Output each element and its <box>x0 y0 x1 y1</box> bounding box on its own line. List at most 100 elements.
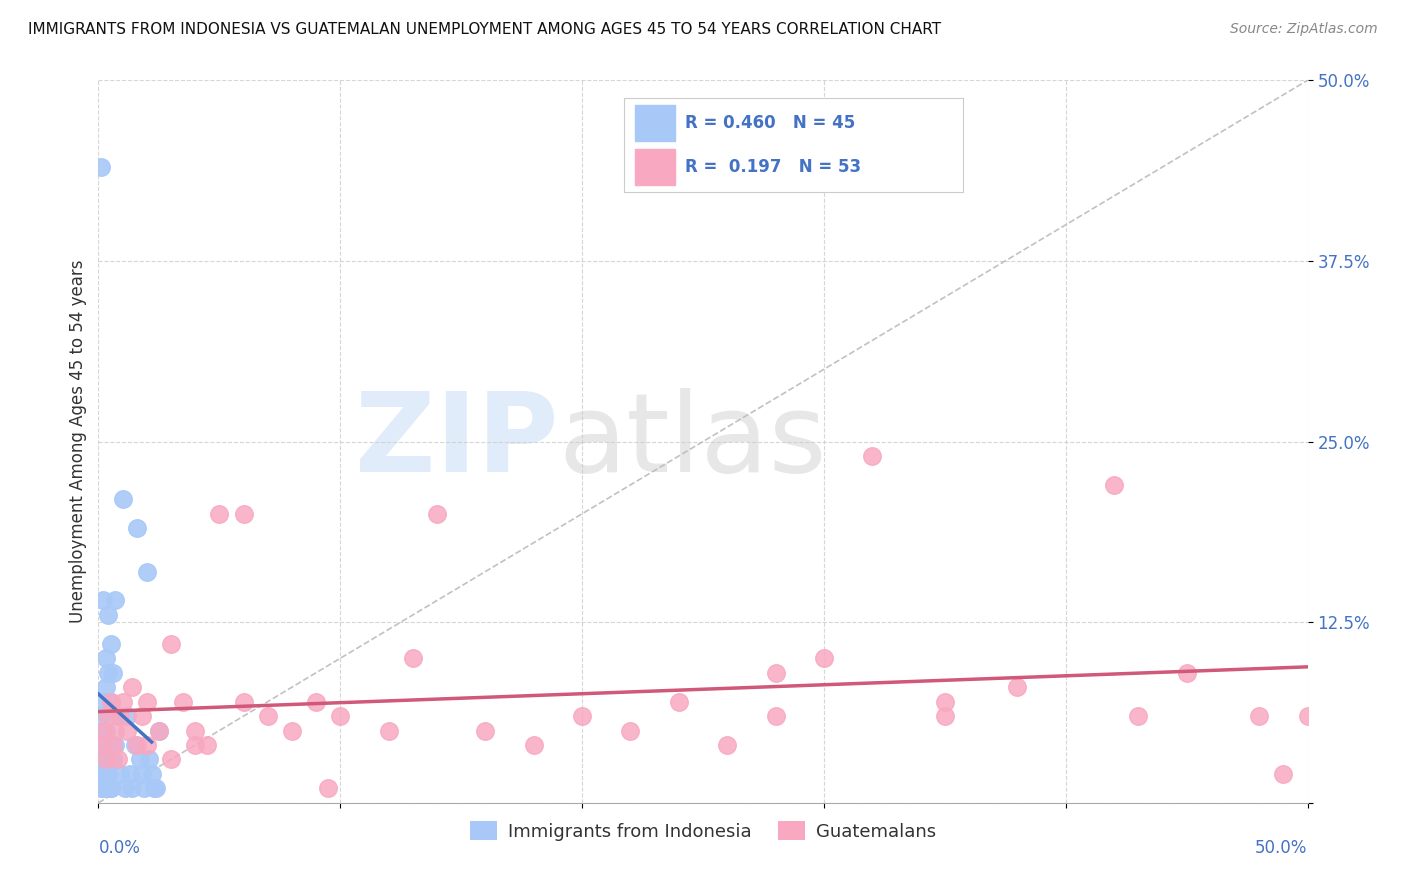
Point <box>619 723 641 738</box>
Point <box>1249 709 1271 723</box>
Point <box>94 781 117 796</box>
Point <box>172 695 194 709</box>
Point <box>148 723 170 738</box>
Point <box>94 752 117 766</box>
Point <box>117 709 139 723</box>
Point <box>114 781 136 796</box>
Point <box>97 607 120 622</box>
Point <box>131 767 153 781</box>
Point <box>1175 665 1198 680</box>
Point <box>232 507 254 521</box>
Point <box>100 781 122 796</box>
Point <box>716 738 738 752</box>
Point <box>91 723 114 738</box>
Point <box>813 651 835 665</box>
Point <box>160 637 183 651</box>
Point <box>91 695 114 709</box>
Text: 50.0%: 50.0% <box>1256 838 1308 857</box>
Point <box>148 723 170 738</box>
Point <box>91 781 114 796</box>
Point <box>934 695 956 709</box>
Point <box>127 521 149 535</box>
Point <box>860 449 883 463</box>
Point <box>256 709 278 723</box>
Point <box>329 709 352 723</box>
Point <box>100 781 122 796</box>
Point <box>104 723 127 738</box>
Point <box>668 695 690 709</box>
Point <box>145 781 167 796</box>
Point <box>94 651 117 665</box>
Point <box>90 709 112 723</box>
Point <box>523 738 546 752</box>
Point <box>141 767 163 781</box>
Point <box>208 507 231 521</box>
Point <box>765 709 787 723</box>
Text: IMMIGRANTS FROM INDONESIA VS GUATEMALAN UNEMPLOYMENT AMONG AGES 45 TO 54 YEARS C: IMMIGRANTS FROM INDONESIA VS GUATEMALAN … <box>28 22 941 37</box>
Point <box>195 738 218 752</box>
Point <box>316 781 339 796</box>
Point <box>571 709 593 723</box>
Point <box>135 565 157 579</box>
Point <box>1128 709 1150 723</box>
Point <box>127 738 149 752</box>
Point <box>94 723 117 738</box>
Point <box>91 593 114 607</box>
Point <box>97 709 120 723</box>
Point <box>305 695 328 709</box>
Point <box>104 593 127 607</box>
Point <box>474 723 496 738</box>
Text: atlas: atlas <box>558 388 827 495</box>
Point <box>135 695 157 709</box>
Point <box>90 160 112 174</box>
Point <box>97 781 120 796</box>
Point <box>124 738 146 752</box>
Point <box>143 781 166 796</box>
Point <box>118 767 141 781</box>
Text: ZIP: ZIP <box>354 388 558 495</box>
Point <box>97 665 120 680</box>
Point <box>121 680 143 694</box>
Point <box>138 752 160 766</box>
Point <box>111 492 134 507</box>
Text: Source: ZipAtlas.com: Source: ZipAtlas.com <box>1230 22 1378 37</box>
Point <box>101 738 124 752</box>
Point <box>91 738 114 752</box>
Point <box>1102 478 1125 492</box>
Point <box>108 709 131 723</box>
Point <box>97 767 120 781</box>
Point <box>90 781 112 796</box>
Legend: Immigrants from Indonesia, Guatemalans: Immigrants from Indonesia, Guatemalans <box>463 814 943 848</box>
Point <box>1007 680 1029 694</box>
Point <box>117 723 139 738</box>
Point <box>104 738 127 752</box>
Y-axis label: Unemployment Among Ages 45 to 54 years: Unemployment Among Ages 45 to 54 years <box>69 260 87 624</box>
Point <box>1272 767 1295 781</box>
Point <box>160 752 183 766</box>
Point <box>184 738 207 752</box>
Point <box>100 695 122 709</box>
Point <box>111 695 134 709</box>
Point <box>90 752 112 766</box>
Point <box>100 637 122 651</box>
Point <box>107 752 129 766</box>
Point <box>765 665 787 680</box>
Point <box>121 781 143 796</box>
Point <box>108 767 131 781</box>
Point <box>232 695 254 709</box>
Point <box>1296 709 1319 723</box>
Point <box>101 665 124 680</box>
Point <box>131 709 153 723</box>
Point <box>91 781 114 796</box>
Point <box>128 752 150 766</box>
Point <box>377 723 399 738</box>
Point <box>94 680 117 694</box>
Point <box>934 709 956 723</box>
Point <box>134 781 156 796</box>
Point <box>101 752 124 766</box>
Point <box>94 767 117 781</box>
Text: 0.0%: 0.0% <box>98 838 141 857</box>
Point <box>402 651 425 665</box>
Point <box>90 767 112 781</box>
Point <box>107 709 129 723</box>
